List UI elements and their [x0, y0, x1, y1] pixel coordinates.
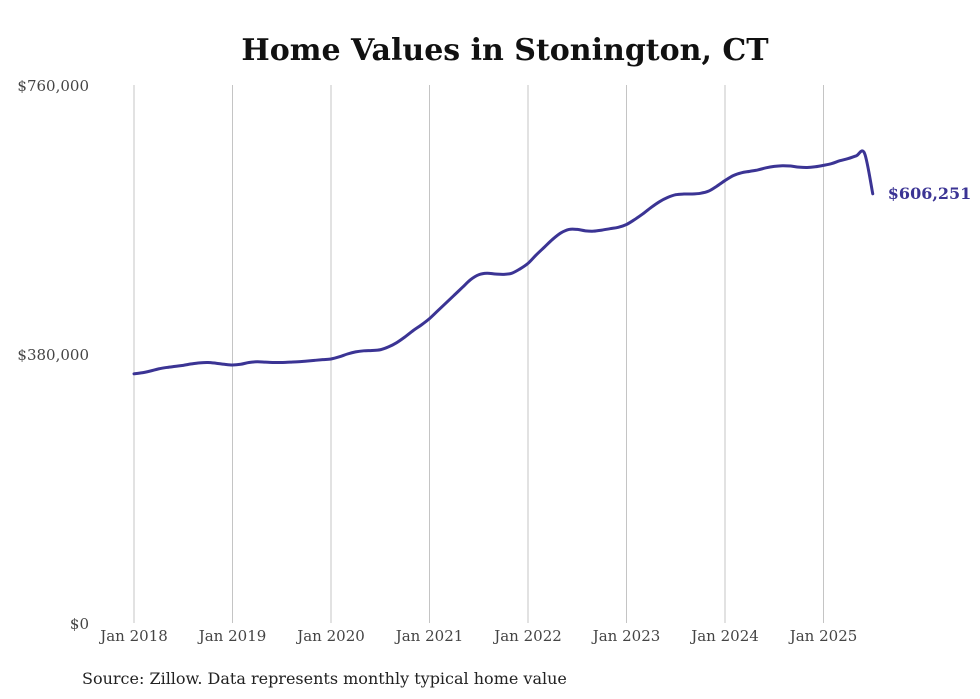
x-tick-label: Jan 2022 — [492, 627, 562, 645]
x-tick-label: Jan 2020 — [295, 627, 365, 645]
x-tick-label: Jan 2025 — [788, 627, 858, 645]
x-tick-label: Jan 2019 — [197, 627, 267, 645]
x-axis-ticks: Jan 2018 Jan 2019 Jan 2020 Jan 2021 Jan 2022… — [98, 627, 857, 645]
x-tick-label: Jan 2021 — [394, 627, 464, 645]
end-value-label: $606,251 — [888, 184, 972, 203]
x-tick-label: Jan 2024 — [689, 627, 759, 645]
y-tick-label: $760,000 — [17, 77, 89, 95]
chart-title: Home Values in Stonington, CT — [241, 33, 769, 68]
y-tick-label: $380,000 — [17, 346, 89, 364]
y-tick-label: $0 — [70, 615, 89, 633]
vertical-gridlines — [133, 85, 824, 623]
x-tick-label: Jan 2023 — [591, 627, 661, 645]
y-axis-ticks: $0 $380,000 $760,000 — [17, 77, 89, 633]
source-note: Source: Zillow. Data represents monthly … — [82, 669, 567, 688]
x-tick-label: Jan 2018 — [98, 627, 168, 645]
series-line — [132, 149, 875, 376]
